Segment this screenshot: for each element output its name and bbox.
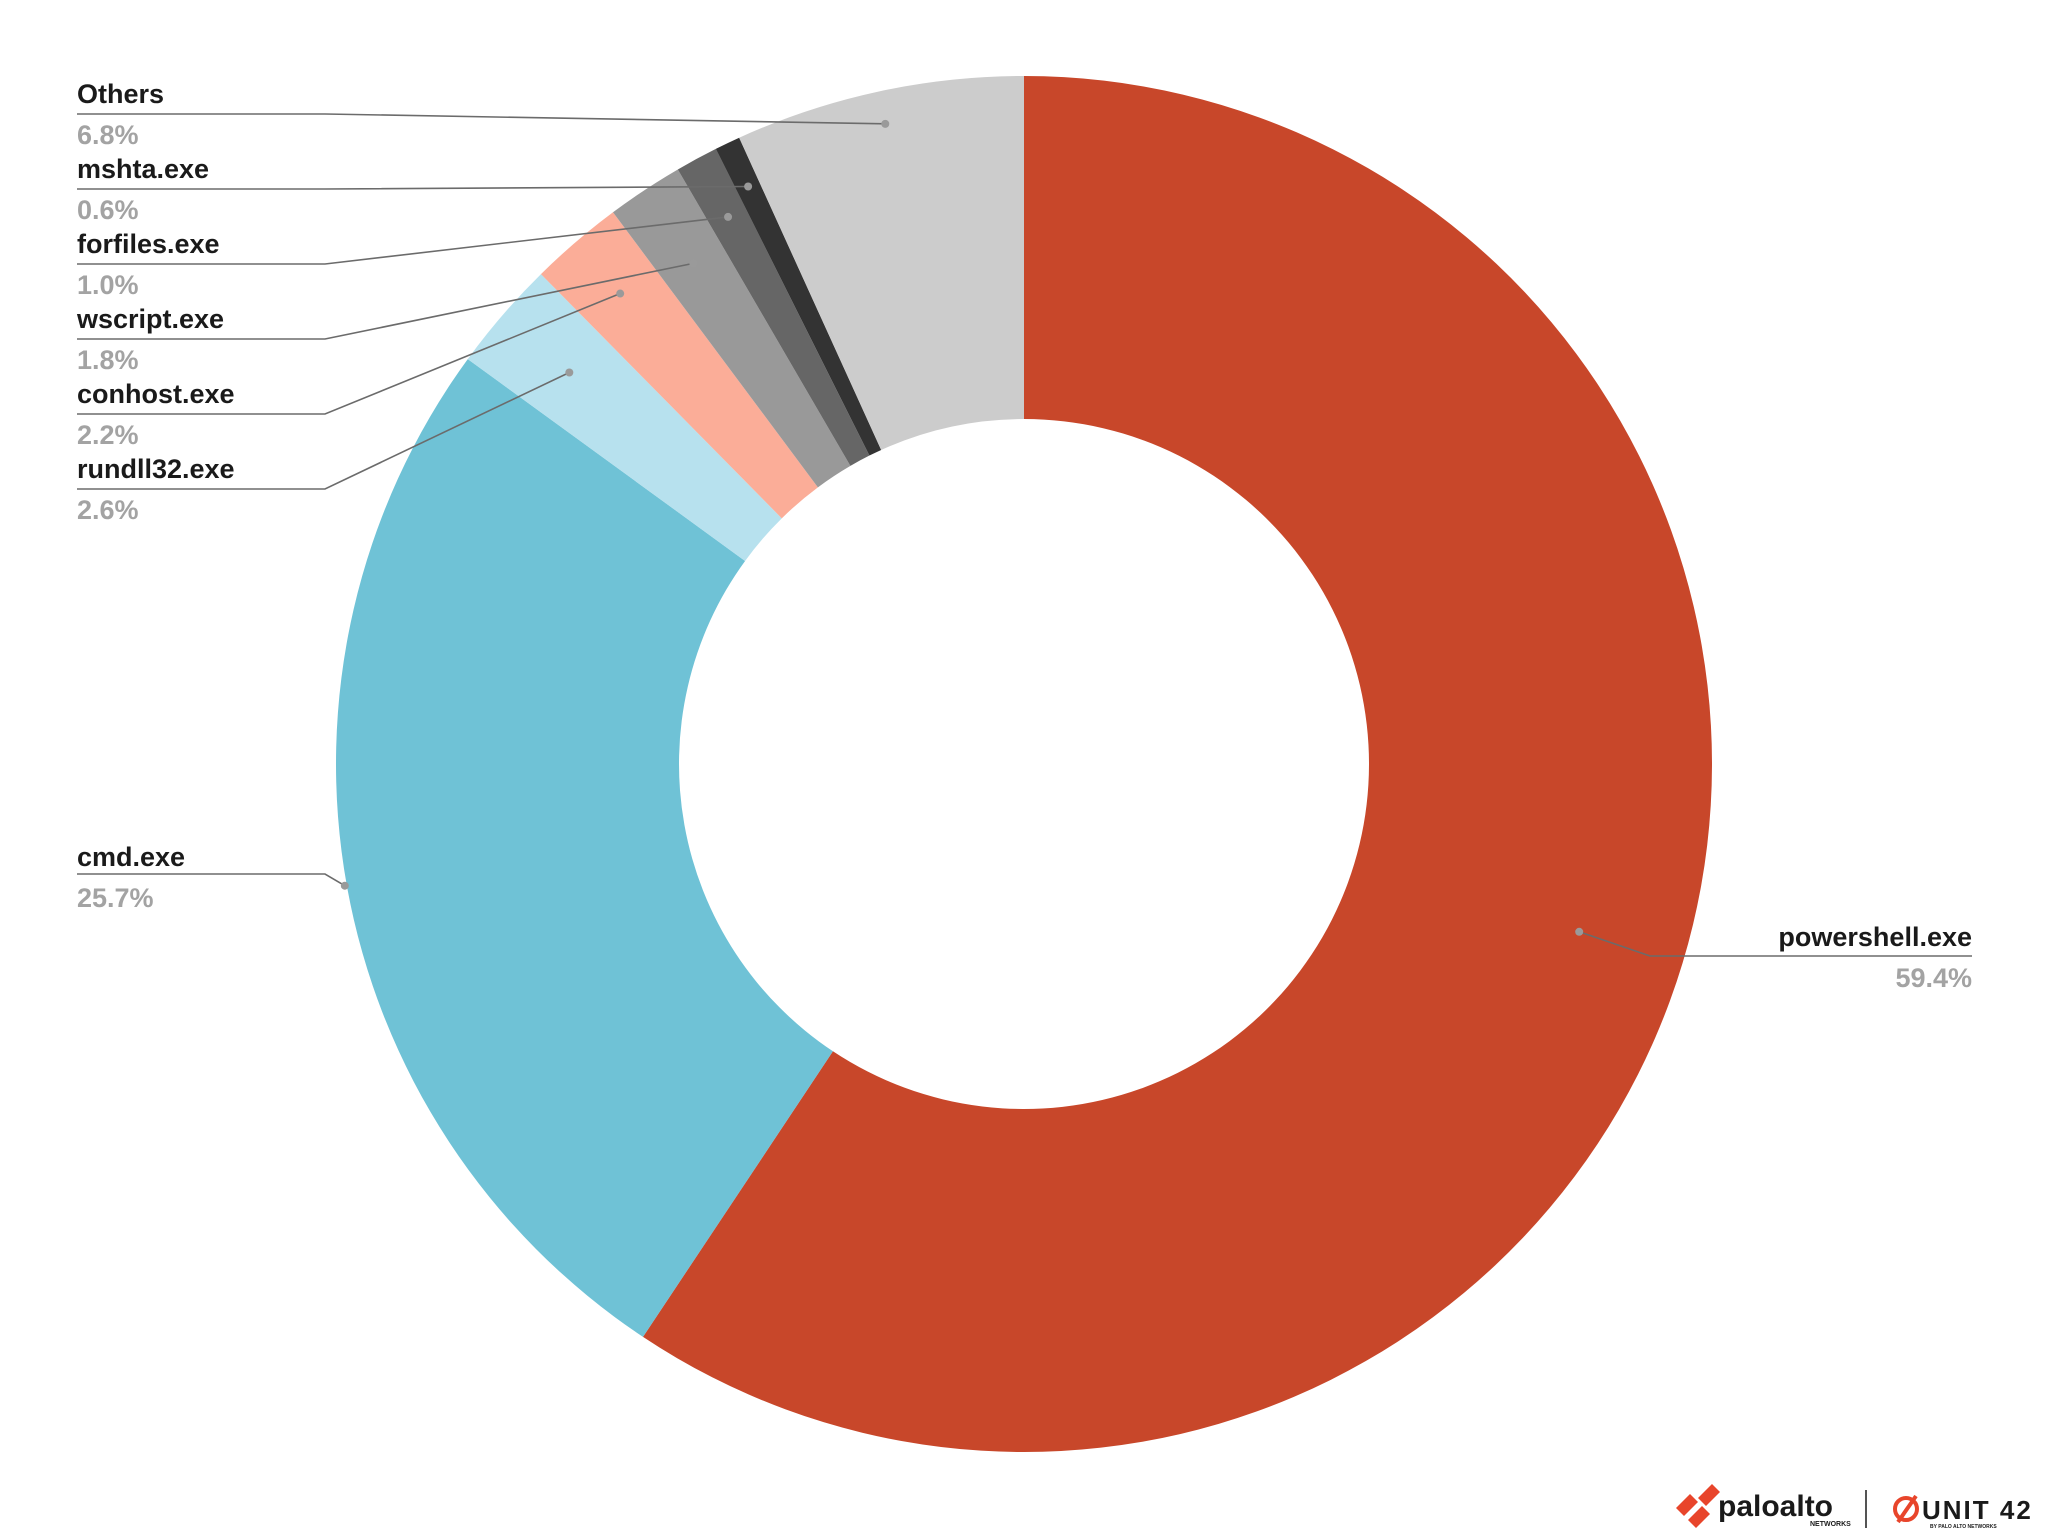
slice-conhost-exe	[540, 212, 818, 519]
label-name-forfiles-exe: forfiles.exe	[77, 229, 220, 259]
leader-lines	[77, 113, 1972, 957]
branding: paloalto NETWORKS UNIT 42 BY PALO ALTO N…	[1676, 1484, 2033, 1530]
label-name-powershell-exe: powershell.exe	[1778, 922, 1972, 952]
label-pct-others: 6.8%	[77, 120, 139, 150]
leader-dot-rundll32-exe	[565, 368, 574, 377]
label-name-others: Others	[77, 79, 164, 109]
slice-wscript-exe	[612, 169, 851, 488]
slice-powershell-exe	[643, 76, 1713, 1452]
leader-dot-powershell-exe	[1575, 927, 1584, 936]
slice-others	[739, 76, 1024, 450]
leader-dot-wscript-exe	[689, 259, 698, 268]
paloalto-wordmark: paloalto	[1718, 1490, 1833, 1523]
leader-line-mshta-exe	[77, 185, 749, 190]
label-pct-cmd-exe: 25.7%	[77, 883, 154, 913]
paloalto-logo-icon	[1676, 1484, 1720, 1528]
unit42-wordmark: UNIT 42	[1922, 1495, 2033, 1525]
slice-mshta-exe	[715, 137, 882, 456]
label-name-conhost-exe: conhost.exe	[77, 379, 235, 409]
slice-rundll32-exe	[467, 274, 782, 561]
slice-cmd-exe	[336, 359, 833, 1337]
slice-labels: powershell.exe 59.4% cmd.exe 25.7% rundll32.…	[76, 79, 1972, 993]
leader-dot-others	[881, 119, 890, 128]
unit42-logo-icon	[1893, 1494, 1919, 1524]
label-pct-conhost-exe: 2.2%	[77, 420, 139, 450]
donut-slices	[336, 76, 1713, 1452]
label-pct-powershell-exe: 59.4%	[1895, 963, 1972, 993]
leader-dot-cmd-exe	[340, 881, 349, 890]
label-pct-mshta-exe: 0.6%	[77, 195, 139, 225]
label-name-cmd-exe: cmd.exe	[77, 842, 185, 872]
label-pct-rundll32-exe: 2.6%	[77, 495, 139, 525]
leader-line-wscript-exe	[77, 262, 694, 340]
leader-line-others	[77, 113, 886, 125]
leader-dot-conhost-exe	[616, 289, 625, 298]
slice-forfiles-exe	[677, 148, 870, 466]
leader-line-cmd-exe	[77, 873, 346, 887]
leader-line-powershell-exe	[1578, 931, 1972, 957]
label-name-rundll32-exe: rundll32.exe	[77, 454, 235, 484]
label-pct-wscript-exe: 1.8%	[77, 345, 139, 375]
label-name-mshta-exe: mshta.exe	[77, 154, 209, 184]
leader-line-rundll32-exe	[77, 371, 570, 490]
unit42-subtext: BY PALO ALTO NETWORKS	[1930, 1524, 1997, 1530]
leader-line-conhost-exe	[77, 292, 621, 415]
label-pct-forfiles-exe: 1.0%	[77, 270, 139, 300]
label-name-wscript-exe: wscript.exe	[76, 304, 224, 334]
leader-dot-forfiles-exe	[724, 212, 733, 221]
paloalto-subtext: NETWORKS	[1810, 1521, 1851, 1528]
leader-line-forfiles-exe	[77, 216, 729, 265]
leader-dot-mshta-exe	[744, 182, 753, 191]
